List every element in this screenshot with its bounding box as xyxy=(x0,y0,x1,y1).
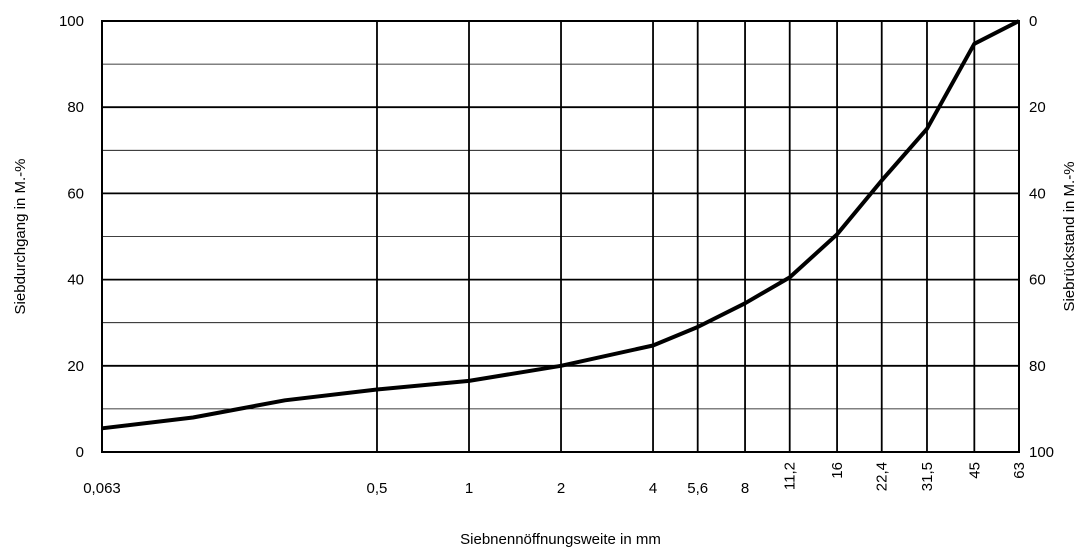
y-tick-label-left: 100 xyxy=(59,13,84,30)
x-tick-label: 0,5 xyxy=(367,480,388,497)
x-tick-labels: 0,063 0,5 1 2 4 5,6 8 11,2 16 22,4 31,5 45 63 xyxy=(83,462,1028,497)
y-tick-label-right: 80 xyxy=(1029,358,1046,375)
x-tick-label: 16 xyxy=(829,462,846,479)
x-tick-label: 4 xyxy=(649,480,657,497)
x-tick-label: 22,4 xyxy=(874,462,891,491)
y-tick-label-right: 60 xyxy=(1029,272,1046,289)
x-tick-label: 0,063 xyxy=(83,480,121,497)
y-axis-label-left: Siebdurchgang in M.-% xyxy=(12,159,29,315)
y-tick-label-left: 40 xyxy=(67,272,84,289)
series-layer xyxy=(101,19,1020,431)
x-tick-label: 8 xyxy=(741,480,749,497)
y-tick-label-left: 0 xyxy=(76,444,84,461)
sieve-line xyxy=(101,19,1020,431)
x-axis-label: Siebnennöffnungsweite in mm xyxy=(460,531,661,548)
y-axis-label-right: Siebrückstand in M.-% xyxy=(1061,161,1078,311)
left-y-tick-labels: 0 20 40 60 80 100 xyxy=(59,13,84,461)
y-tick-label-right: 0 xyxy=(1029,13,1037,30)
y-tick-label-left: 20 xyxy=(67,358,84,375)
y-tick-label-left: 80 xyxy=(67,99,84,116)
y-tick-label-left: 60 xyxy=(67,185,84,202)
x-tick-label: 5,6 xyxy=(687,480,708,497)
x-tick-label: 2 xyxy=(557,480,565,497)
y-tick-label-right: 40 xyxy=(1029,185,1046,202)
right-y-tick-labels: 0 20 40 60 80 100 xyxy=(1029,13,1054,461)
x-tick-label: 63 xyxy=(1011,462,1028,479)
y-tick-label-right: 100 xyxy=(1029,444,1054,461)
plot-area-frame xyxy=(101,20,1020,453)
x-tick-label: 31,5 xyxy=(919,462,936,491)
y-tick-label-right: 20 xyxy=(1029,99,1046,116)
x-tick-label: 1 xyxy=(465,480,473,497)
x-tick-label: 45 xyxy=(966,462,983,479)
x-tick-label: 11,2 xyxy=(782,462,799,490)
